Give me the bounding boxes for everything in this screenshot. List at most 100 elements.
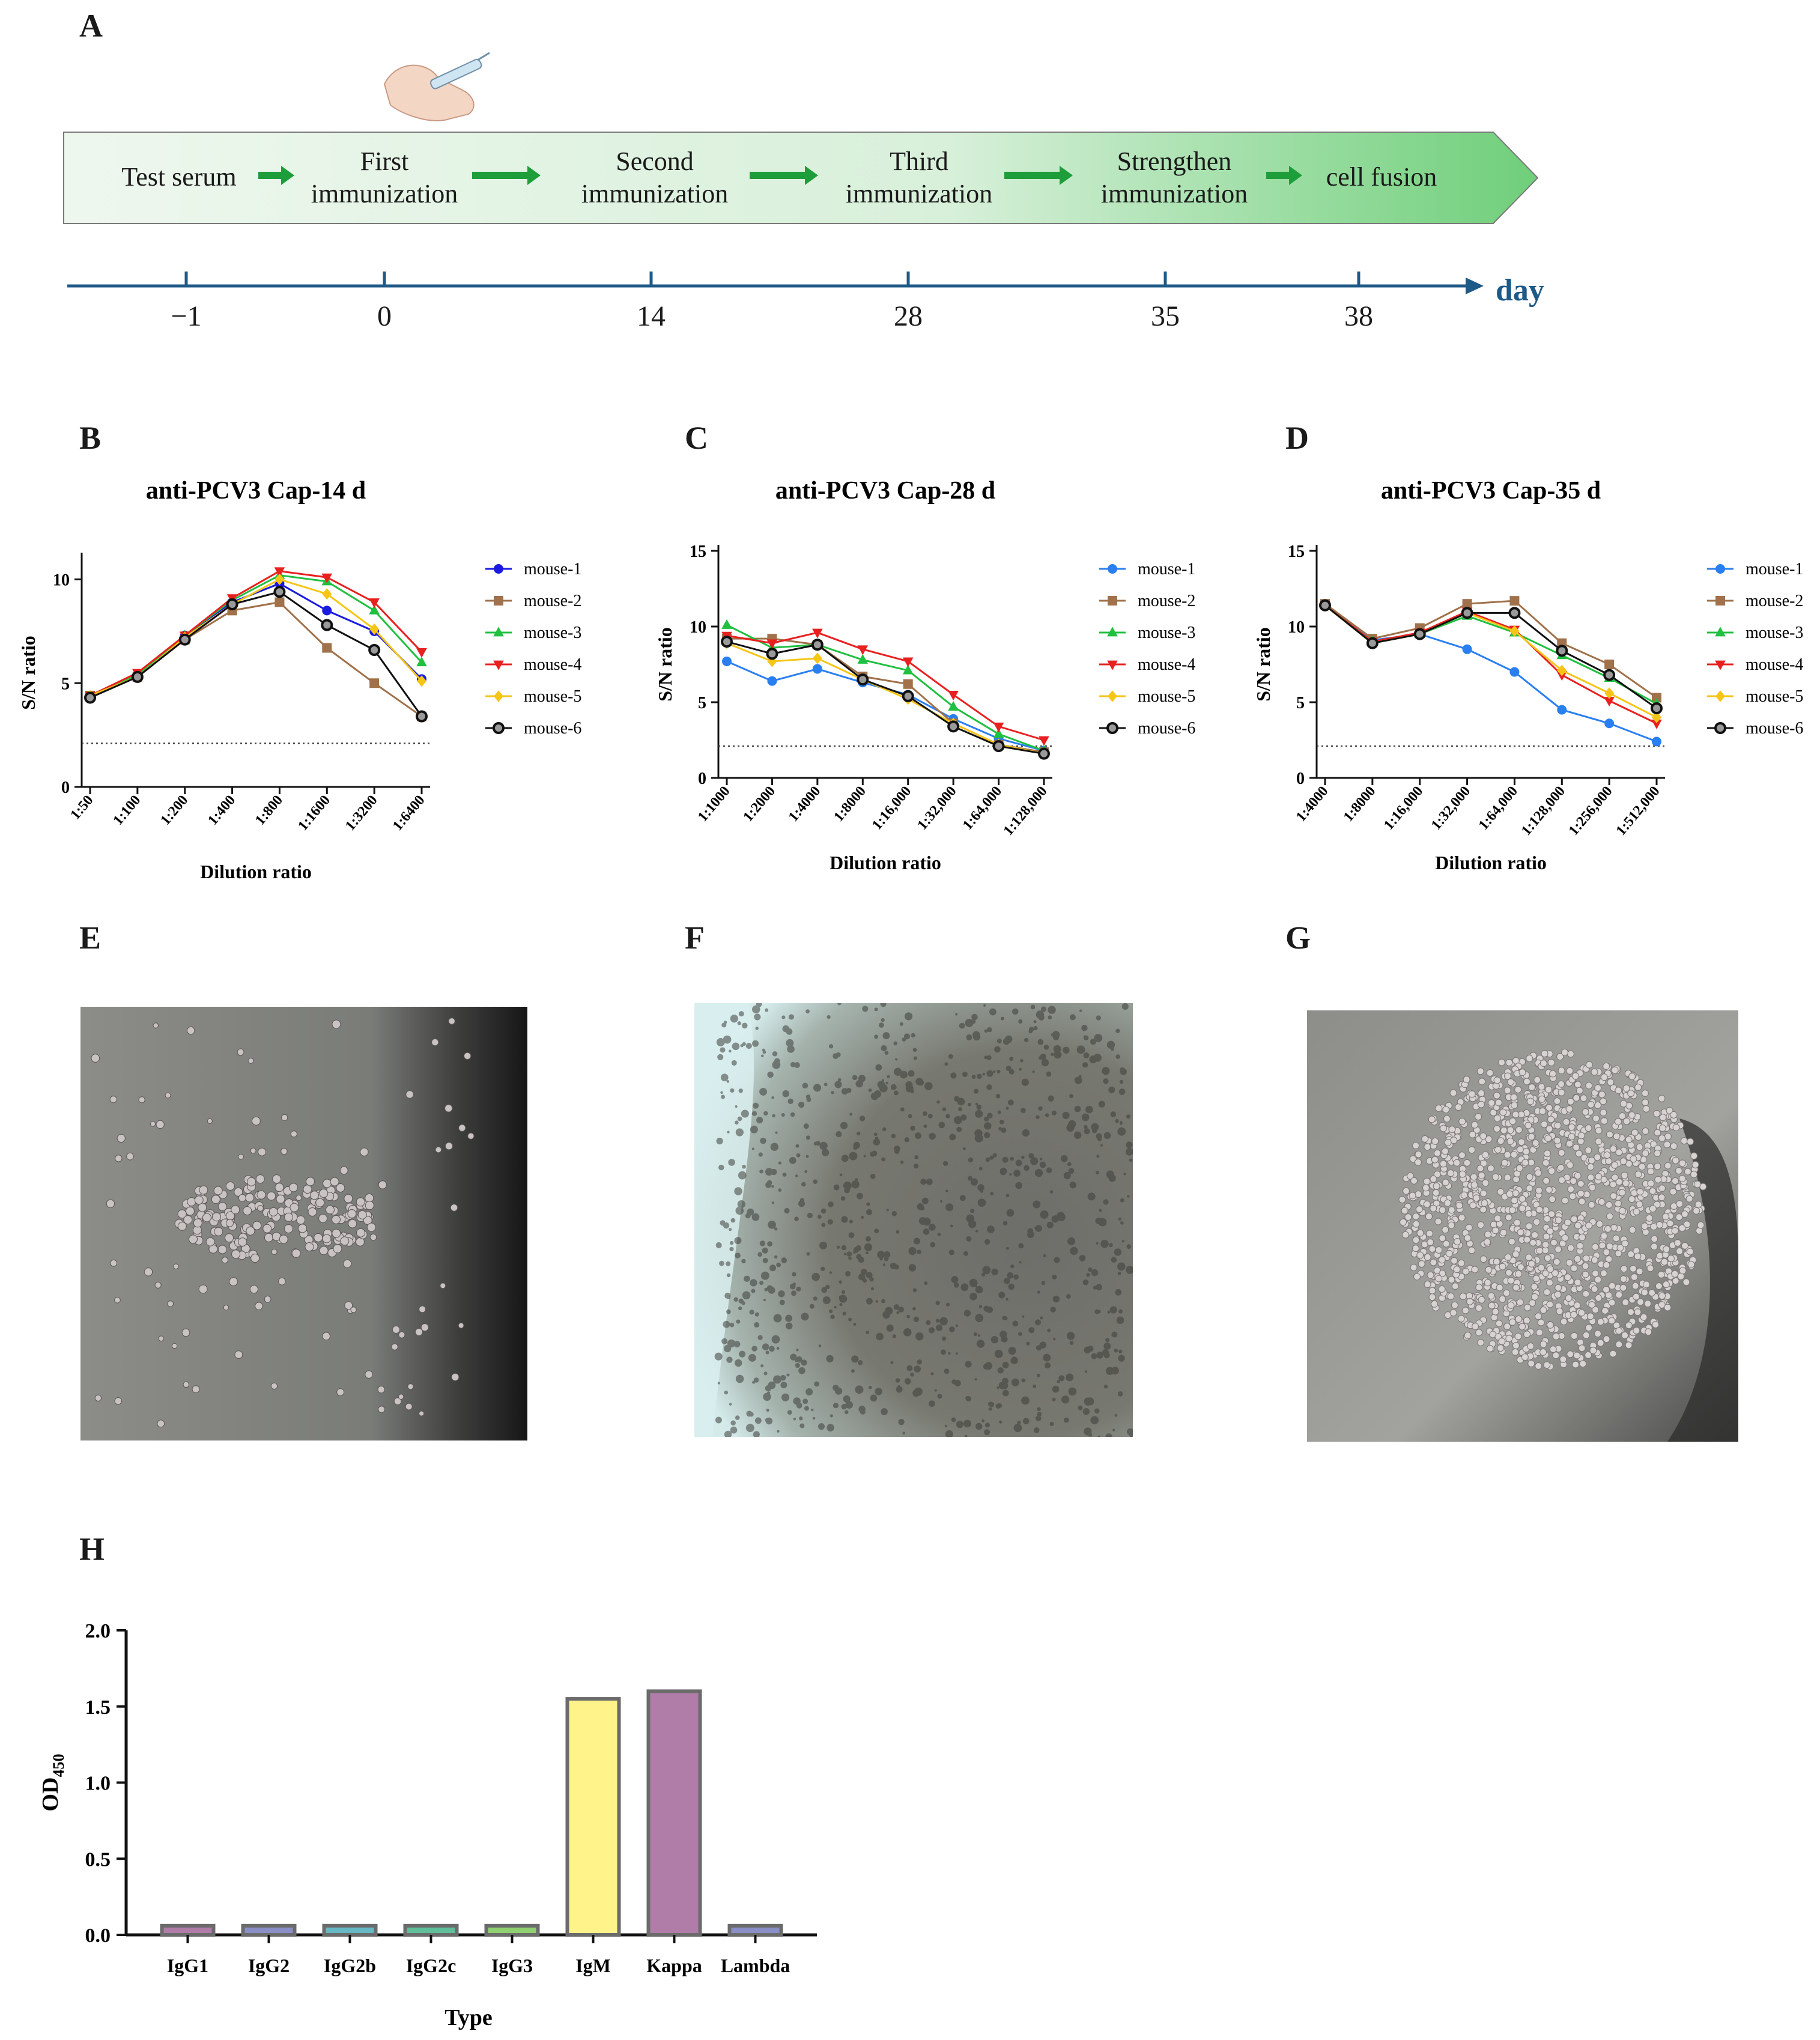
cell (221, 1257, 229, 1264)
cell (770, 1143, 779, 1151)
cell (787, 1045, 795, 1053)
cell (894, 1067, 902, 1076)
cell (1566, 1140, 1574, 1147)
cell (1013, 1170, 1021, 1177)
data-point (992, 740, 1005, 753)
cell (296, 1215, 306, 1225)
cell (853, 1322, 857, 1326)
cell (262, 1224, 272, 1233)
cell (829, 1271, 833, 1274)
cell (1585, 1124, 1592, 1132)
cell (257, 1205, 264, 1212)
cell (999, 1420, 1003, 1424)
cell (963, 1310, 971, 1317)
series-line (89, 590, 423, 717)
cell (1400, 1218, 1407, 1226)
cell (1647, 1180, 1655, 1188)
cell (1450, 1257, 1458, 1264)
cell (873, 1138, 881, 1146)
cell (912, 1288, 917, 1292)
data-point (1604, 718, 1615, 729)
cell (1583, 1191, 1591, 1198)
cell (1535, 1362, 1542, 1370)
cell (841, 1245, 847, 1251)
data-point (493, 627, 504, 637)
cell (1448, 1276, 1455, 1284)
cell (774, 1058, 780, 1064)
cell (1052, 1031, 1060, 1039)
timeline-step-line: immunization (1100, 179, 1248, 208)
cell (1621, 1331, 1629, 1339)
cell (934, 1389, 937, 1392)
cell (1615, 1327, 1623, 1335)
cell (984, 1132, 990, 1138)
cell (1505, 1058, 1513, 1066)
cell (1649, 1187, 1657, 1195)
cell (948, 1054, 953, 1059)
cell (1007, 1272, 1014, 1279)
cell (1493, 1258, 1500, 1266)
data-point (273, 586, 286, 598)
cell (1087, 1346, 1094, 1352)
cell (1585, 1222, 1593, 1230)
cell (937, 1233, 941, 1237)
cell (983, 1004, 986, 1007)
cell (1009, 1057, 1014, 1061)
cell (1439, 1206, 1446, 1214)
cell (187, 1197, 196, 1207)
cell (853, 1246, 860, 1253)
cell (834, 1305, 837, 1309)
data-point (1508, 607, 1521, 619)
cell (936, 1324, 943, 1331)
cell (767, 1071, 774, 1078)
cell (1455, 1103, 1463, 1111)
cell (114, 1397, 123, 1405)
cell (845, 1270, 851, 1277)
cell (833, 1385, 839, 1391)
legend-item: mouse-6 (1099, 719, 1195, 738)
data-point (1715, 660, 1726, 670)
x-tick-label: IgM (575, 1955, 611, 1976)
cell (363, 1216, 372, 1225)
cell (1538, 1083, 1545, 1091)
cell (1504, 1253, 1512, 1261)
cell (1037, 1290, 1040, 1294)
cell (795, 1362, 800, 1368)
cell (1582, 1270, 1589, 1278)
cell (1481, 1151, 1489, 1159)
cell (1541, 1049, 1549, 1057)
cell (994, 1349, 1003, 1358)
cell (1083, 1035, 1086, 1038)
cell (1114, 1413, 1118, 1417)
cell (1565, 1259, 1573, 1267)
cell (1006, 1194, 1010, 1198)
cell (938, 1122, 945, 1129)
micrograph-g (1307, 1010, 1738, 1442)
cell (1017, 1420, 1021, 1425)
data-point (494, 690, 503, 702)
cell (1050, 1307, 1056, 1313)
cell (1625, 1322, 1633, 1329)
cell (1548, 1167, 1556, 1175)
cell (963, 1419, 971, 1428)
cell (231, 1205, 240, 1215)
cell (1543, 1289, 1551, 1296)
cell (842, 1311, 846, 1316)
cell (1684, 1168, 1691, 1176)
cell (1006, 1298, 1009, 1301)
cell (198, 1203, 207, 1212)
cell (1103, 1199, 1109, 1205)
cell (1513, 1219, 1521, 1227)
cell (1487, 1099, 1495, 1107)
cell (720, 1073, 729, 1082)
cell (975, 1314, 984, 1323)
x-tick-label: IgG2 (248, 1955, 290, 1976)
series-line (89, 601, 422, 717)
cell (1497, 1137, 1505, 1145)
cell (1453, 1266, 1461, 1273)
cell (771, 1201, 775, 1204)
cell (1551, 1269, 1559, 1277)
cell (957, 1107, 962, 1112)
x-tick-label: 1:16,000 (1381, 783, 1426, 833)
